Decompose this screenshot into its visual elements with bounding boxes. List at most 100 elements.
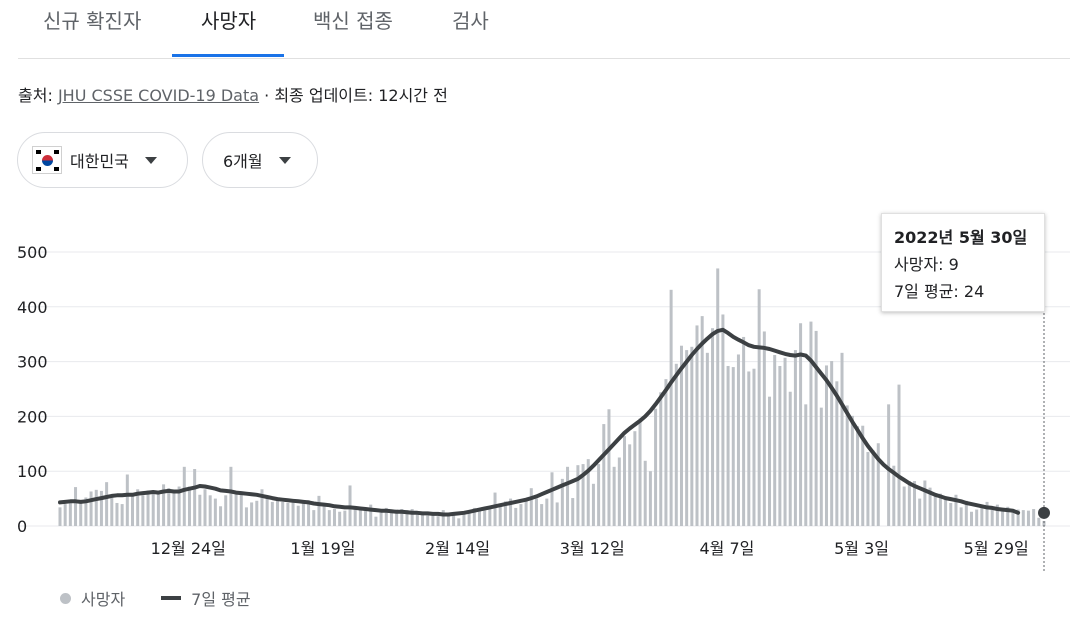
tab-deaths[interactable]: 사망자 [201,5,256,34]
deaths-bar [224,495,227,526]
deaths-bar [338,512,341,526]
tab-vaccination[interactable]: 백신 접종 [313,5,393,34]
deaths-bar [276,499,279,526]
deaths-bar [333,509,336,526]
country-select[interactable]: 대한민국 [17,132,188,188]
deaths-bar [975,510,978,526]
deaths-bar [343,511,346,526]
deaths-bar [825,365,828,526]
deaths-bar [597,464,600,526]
deaths-bar [121,504,124,526]
last-update-text: · 최종 업데이트: 12시간 전 [264,86,448,105]
deaths-bar [297,506,300,526]
deaths-bar [768,397,771,526]
deaths-bar [903,487,906,526]
deaths-bar [675,364,678,526]
deaths-bar [540,504,543,526]
period-select-label: 6개월 [223,148,263,172]
deaths-bar [188,487,191,526]
deaths-bar [887,404,890,526]
deaths-bar [944,498,947,526]
deaths-bar [95,490,98,526]
deaths-bar [866,452,869,526]
x-tick-label: 12월 24일 [151,539,226,558]
deaths-bar [105,482,108,526]
x-tick-label: 4월 7일 [699,539,754,558]
deaths-bar [281,502,284,526]
deaths-bar [809,322,812,526]
deaths-bar [696,325,699,526]
deaths-bar [592,484,595,526]
deaths-bar [773,355,776,526]
deaths-bar [157,493,160,526]
deaths-bar [421,514,424,526]
y-tick-label: 200 [17,407,48,426]
deaths-bar [923,481,926,526]
country-select-label: 대한민국 [70,148,129,172]
chevron-down-icon [279,157,291,164]
deaths-bar [1011,512,1014,526]
deaths-bar [835,381,838,526]
deaths-bar [820,408,823,526]
deaths-bar [727,366,730,526]
deaths-bar [804,404,807,526]
deaths-bar [815,331,818,526]
deaths-bar [64,504,67,526]
deaths-bar [872,450,875,526]
deaths-bar [1001,510,1004,526]
chart-tabs: 신규 확진자 사망자 백신 접종 검사 [18,0,1070,59]
x-tick-label: 1월 19일 [290,539,355,558]
deaths-bar [59,507,62,526]
x-tick-label: 3월 12일 [560,539,625,558]
legend-avg-marker [161,596,181,600]
deaths-bar [706,353,709,526]
deaths-bar [437,516,440,526]
deaths-bar [152,493,155,526]
deaths-bar [359,508,362,526]
deaths-bar [380,511,383,526]
deaths-bar [851,416,854,526]
deaths-bar [576,465,579,526]
y-tick-label: 500 [17,243,48,262]
deaths-bar [908,481,911,526]
deaths-bar [519,504,522,526]
deaths-bar [711,328,714,526]
deaths-bar [214,499,217,526]
deaths-bar [426,516,429,526]
deaths-bar [110,495,113,526]
deaths-bar [499,506,502,526]
deaths-bar [556,502,559,526]
deaths-bar [1032,509,1035,526]
deaths-bar [364,510,367,526]
deaths-bar [856,426,859,526]
deaths-bar [934,496,937,526]
period-select[interactable]: 6개월 [202,132,318,188]
y-tick-label: 400 [17,298,48,317]
deaths-bar [323,504,326,526]
deaths-bar [758,289,761,526]
tab-new-cases[interactable]: 신규 확진자 [43,5,141,34]
deaths-bar [255,501,258,526]
active-tab-indicator [172,54,284,57]
deaths-bar [317,496,320,526]
source-link[interactable]: JHU CSSE COVID-19 Data [58,86,259,105]
deaths-bar [659,392,662,526]
y-tick-label: 100 [17,462,48,481]
deaths-bar [721,314,724,526]
deaths-bar [841,353,844,526]
deaths-bar [198,495,201,526]
deaths-bar [644,461,647,526]
deaths-bar [784,358,787,526]
deaths-bar [737,354,740,526]
deaths-bar [483,511,486,526]
deaths-bar [566,467,569,526]
deaths-bar [897,385,900,526]
deaths-bar [602,424,605,526]
deaths-bar [204,489,207,526]
deaths-bar [960,507,963,526]
deaths-bar [991,510,994,526]
deaths-bar [747,371,750,526]
deaths-bar [167,488,170,526]
tab-testing[interactable]: 검사 [452,5,489,34]
highlight-point [1038,507,1050,519]
